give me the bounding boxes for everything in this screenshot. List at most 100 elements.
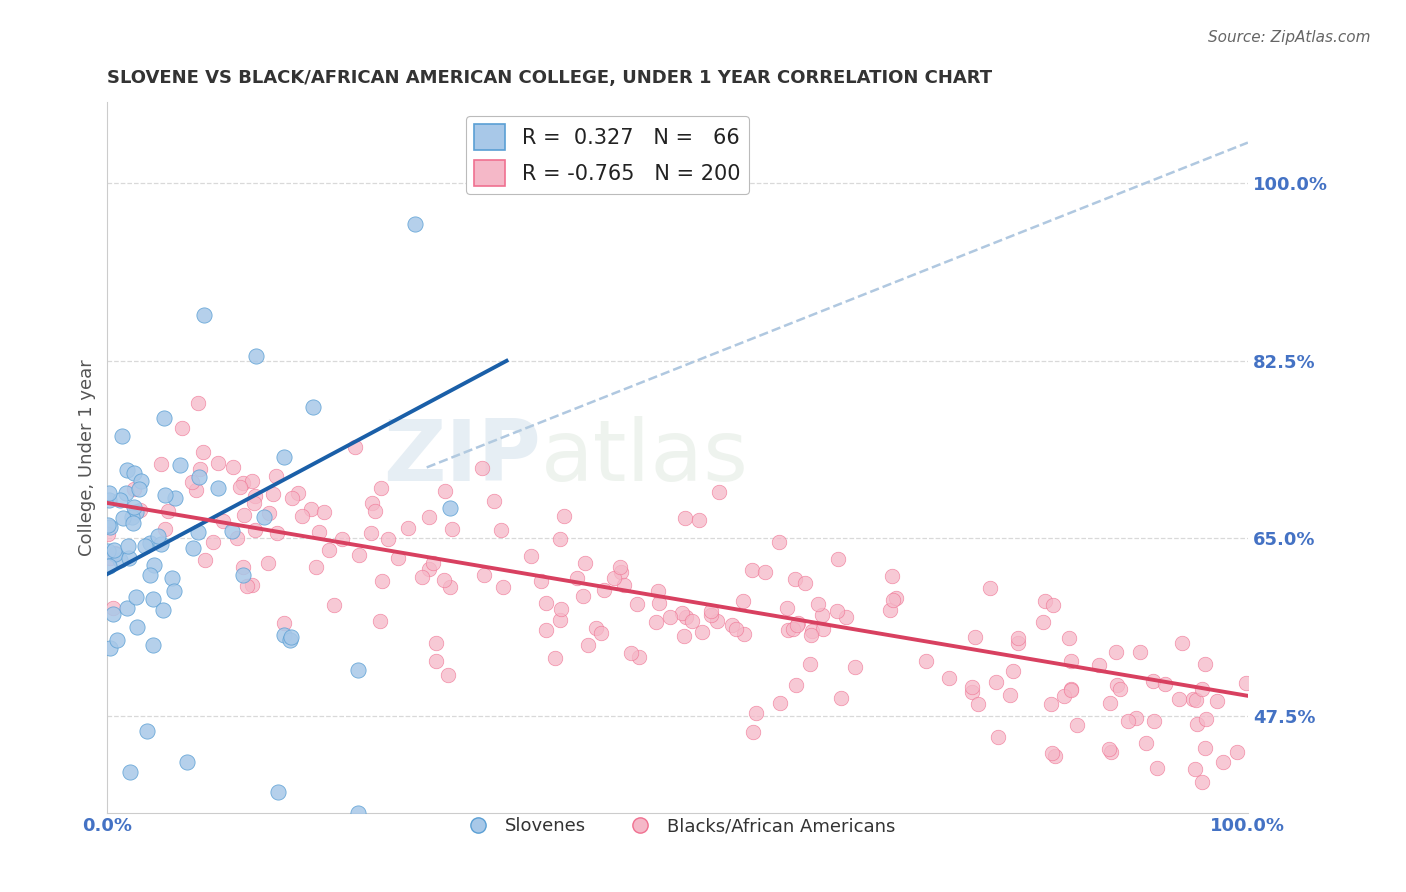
Point bbox=[1195, 712, 1218, 726]
Point bbox=[733, 594, 755, 608]
Point bbox=[142, 592, 165, 607]
Point bbox=[626, 598, 648, 612]
Point bbox=[157, 503, 180, 517]
Point bbox=[534, 623, 557, 637]
Point bbox=[347, 664, 370, 678]
Point bbox=[544, 651, 567, 665]
Point bbox=[835, 610, 858, 624]
Point bbox=[236, 579, 259, 593]
Point bbox=[706, 614, 728, 628]
Point bbox=[245, 349, 267, 363]
Point bbox=[574, 556, 596, 570]
Point bbox=[783, 572, 806, 586]
Point bbox=[591, 625, 613, 640]
Point bbox=[1007, 636, 1029, 650]
Point bbox=[97, 544, 120, 558]
Point bbox=[278, 632, 301, 647]
Point bbox=[187, 469, 209, 483]
Point bbox=[163, 584, 186, 599]
Point bbox=[1002, 665, 1025, 679]
Point bbox=[744, 706, 766, 721]
Point bbox=[411, 570, 433, 584]
Point bbox=[125, 590, 148, 604]
Point bbox=[1035, 594, 1057, 608]
Point bbox=[550, 602, 572, 616]
Point bbox=[125, 620, 148, 634]
Point bbox=[620, 646, 643, 660]
Point bbox=[115, 463, 138, 477]
Point bbox=[491, 523, 513, 537]
Point bbox=[136, 724, 159, 739]
Point bbox=[648, 596, 671, 610]
Point bbox=[915, 654, 938, 668]
Point bbox=[880, 568, 903, 582]
Point bbox=[520, 549, 543, 563]
Point bbox=[104, 545, 127, 559]
Point bbox=[960, 680, 983, 694]
Point bbox=[122, 500, 145, 514]
Point bbox=[534, 596, 557, 610]
Point bbox=[232, 508, 254, 522]
Point bbox=[960, 684, 983, 698]
Point bbox=[207, 481, 229, 495]
Point bbox=[1125, 710, 1147, 724]
Point bbox=[98, 640, 121, 655]
Point bbox=[181, 541, 204, 555]
Point bbox=[609, 560, 631, 574]
Point bbox=[267, 785, 290, 799]
Point bbox=[675, 610, 697, 624]
Point bbox=[1060, 681, 1083, 696]
Point bbox=[191, 445, 214, 459]
Point bbox=[593, 582, 616, 597]
Point bbox=[122, 466, 145, 480]
Point bbox=[1143, 714, 1166, 729]
Point bbox=[404, 217, 426, 231]
Point bbox=[256, 556, 278, 570]
Point bbox=[243, 496, 266, 510]
Point bbox=[104, 547, 127, 561]
Point bbox=[979, 582, 1001, 596]
Point bbox=[202, 534, 225, 549]
Point bbox=[1105, 678, 1128, 692]
Point bbox=[769, 696, 792, 710]
Point bbox=[787, 615, 810, 630]
Point bbox=[105, 633, 128, 648]
Point bbox=[314, 505, 336, 519]
Point bbox=[585, 621, 607, 635]
Point bbox=[768, 535, 790, 549]
Point bbox=[879, 603, 901, 617]
Point bbox=[567, 571, 589, 585]
Point bbox=[418, 562, 440, 576]
Point bbox=[1040, 746, 1063, 760]
Point bbox=[299, 502, 322, 516]
Point bbox=[1104, 645, 1126, 659]
Point bbox=[229, 479, 252, 493]
Point bbox=[998, 688, 1021, 702]
Point bbox=[152, 603, 174, 617]
Point bbox=[1205, 694, 1227, 708]
Point bbox=[169, 458, 191, 473]
Point bbox=[1098, 741, 1121, 756]
Point bbox=[425, 636, 447, 650]
Text: Source: ZipAtlas.com: Source: ZipAtlas.com bbox=[1208, 30, 1371, 45]
Point bbox=[1234, 676, 1257, 690]
Point bbox=[1057, 631, 1080, 645]
Point bbox=[1042, 598, 1064, 612]
Point bbox=[370, 481, 392, 495]
Point bbox=[884, 591, 907, 605]
Point bbox=[97, 518, 120, 533]
Point bbox=[965, 630, 987, 644]
Point bbox=[128, 483, 150, 497]
Point bbox=[1194, 657, 1216, 672]
Point bbox=[155, 488, 177, 502]
Point bbox=[782, 622, 804, 636]
Point bbox=[700, 607, 723, 622]
Point bbox=[181, 475, 204, 489]
Point bbox=[222, 460, 245, 475]
Point bbox=[754, 565, 776, 579]
Point bbox=[440, 522, 463, 536]
Point bbox=[273, 628, 295, 642]
Point bbox=[613, 577, 636, 591]
Point bbox=[264, 469, 287, 483]
Point bbox=[1040, 697, 1063, 711]
